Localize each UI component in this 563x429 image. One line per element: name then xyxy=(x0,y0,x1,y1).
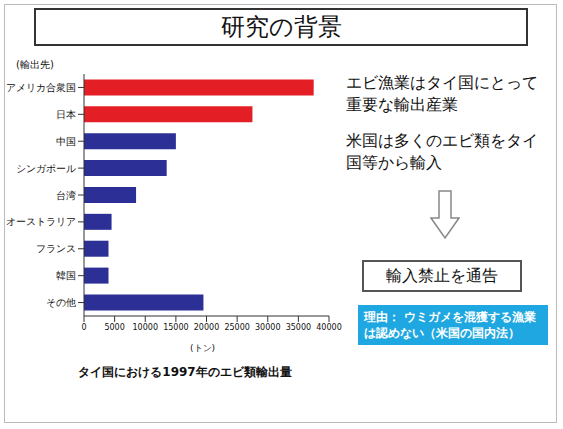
svg-text:韓国: 韓国 xyxy=(56,270,76,281)
svg-text:20000: 20000 xyxy=(194,323,219,332)
svg-text:25000: 25000 xyxy=(224,323,249,332)
svg-text:0: 0 xyxy=(81,323,86,332)
svg-text:その他: その他 xyxy=(46,297,76,308)
html-text:米国は多くのエビ類をタイ国等から輸入: 米国は多くのエビ類をタイ国等から輸入 xyxy=(346,131,538,172)
svg-text:35000: 35000 xyxy=(286,323,311,332)
svg-text:シンガポール: シンガポール xyxy=(16,163,76,174)
html-text:輸入禁止を通告: 輸入禁止を通告 xyxy=(386,266,498,285)
svg-text:日本: 日本 xyxy=(56,109,76,120)
html-text:(トン): (トン) xyxy=(190,343,215,353)
svg-text:30000: 30000 xyxy=(255,323,280,332)
svg-text:10000: 10000 xyxy=(133,323,158,332)
svg-text:台湾: 台湾 xyxy=(56,190,76,201)
svg-text:アメリカ合衆国: アメリカ合衆国 xyxy=(6,82,76,93)
html-text:理由： ウミガメを混獲する漁業は認めない（米国の国内法）: 理由： ウミガメを混獲する漁業は認めない（米国の国内法） xyxy=(364,310,537,340)
svg-text:中国: 中国 xyxy=(56,136,76,147)
svg-text:オーストラリア: オーストラリア xyxy=(6,216,76,227)
html-text:タイ国における1997年のエビ類輸出量: タイ国における1997年のエビ類輸出量 xyxy=(78,365,292,379)
svg-text:40000: 40000 xyxy=(316,323,341,332)
svg-text:5000: 5000 xyxy=(104,323,124,332)
html-text:研究の背景: 研究の背景 xyxy=(220,13,342,41)
html-text:(輸出先): (輸出先) xyxy=(16,59,54,70)
svg-text:15000: 15000 xyxy=(163,323,188,332)
html-text:エビ漁業はタイ国にとって重要な輸出産業: エビ漁業はタイ国にとって重要な輸出産業 xyxy=(346,73,538,114)
svg-text:フランス: フランス xyxy=(36,243,76,254)
